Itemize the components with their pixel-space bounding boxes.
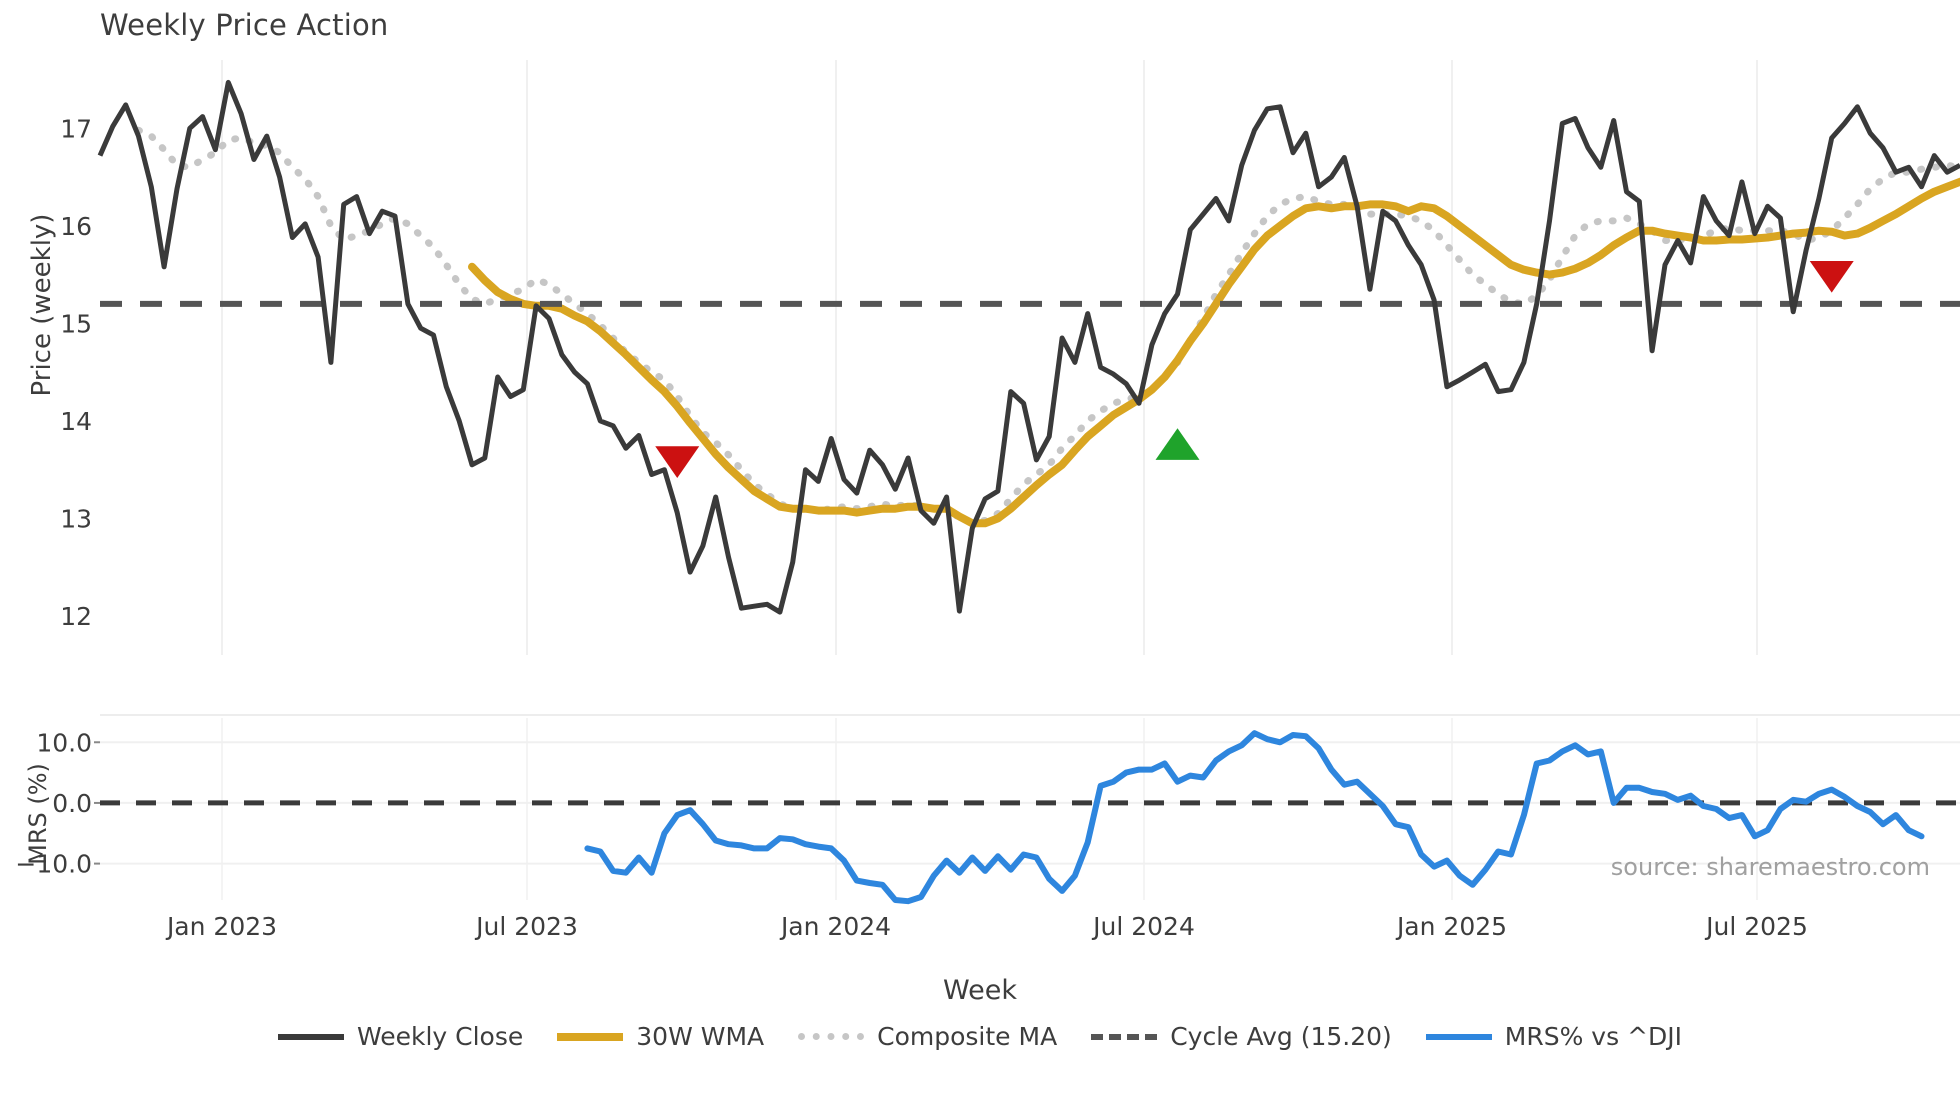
mrs-line bbox=[584, 730, 1925, 905]
x-tick-label: Jul 2024 bbox=[1091, 912, 1195, 941]
x-tick-label: Jan 2025 bbox=[1395, 912, 1507, 941]
price-y-tick-label: 12 bbox=[60, 602, 92, 631]
x-tick-label: Jan 2024 bbox=[779, 912, 891, 941]
legend-weekly-close[interactable]: Weekly Close bbox=[277, 1022, 524, 1051]
sell-signal-marker bbox=[1809, 260, 1854, 293]
legend-composite-ma-swatch-icon bbox=[798, 1033, 865, 1040]
legend-weekly-close-swatch-icon bbox=[277, 1033, 344, 1040]
price-y-tick-label: 15 bbox=[60, 309, 92, 338]
legend-30w-wma[interactable]: 30W WMA bbox=[557, 1022, 764, 1051]
chart-legend: Weekly Close 30W WMA Composite MA Cycle Avg… bbox=[0, 1022, 1960, 1051]
legend-cycle-avg[interactable]: Cycle Avg (15.20) bbox=[1091, 1022, 1392, 1051]
mrs-y-tick-label: 10.0 bbox=[36, 728, 92, 757]
legend-mrs-swatch-icon bbox=[1425, 1033, 1492, 1040]
price-y-tick-label: 16 bbox=[60, 212, 92, 241]
legend-weekly-close-label: Weekly Close bbox=[356, 1022, 524, 1051]
mrs-y-tick-label: 0.0 bbox=[52, 789, 92, 818]
legend-30w-wma-label: 30W WMA bbox=[636, 1022, 765, 1051]
x-axis-label: Week bbox=[943, 975, 1017, 1006]
weekly-close-line bbox=[97, 79, 1960, 615]
source-watermark: source: sharemaestro.com bbox=[1611, 853, 1930, 881]
legend-mrs[interactable]: MRS% vs ^DJI bbox=[1425, 1022, 1683, 1051]
x-tick-label: Jan 2023 bbox=[165, 912, 277, 941]
mrs-y-tick-label: −10.0 bbox=[15, 850, 92, 879]
price-y-tick-label: 17 bbox=[60, 114, 92, 143]
legend-composite-ma[interactable]: Composite MA bbox=[798, 1022, 1057, 1051]
legend-30w-wma-swatch-icon bbox=[557, 1032, 624, 1041]
sell-signal-marker bbox=[655, 446, 700, 478]
chart-title: Weekly Price Action bbox=[100, 8, 389, 42]
legend-cycle-avg-swatch-icon bbox=[1091, 1033, 1158, 1040]
legend-mrs-label: MRS% vs ^DJI bbox=[1504, 1022, 1683, 1051]
price-y-tick-label: 13 bbox=[60, 504, 92, 533]
wma-30w-line bbox=[468, 177, 1960, 528]
composite-ma-line bbox=[135, 126, 1960, 527]
buy-signal-marker bbox=[1155, 428, 1200, 460]
legend-composite-ma-label: Composite MA bbox=[877, 1022, 1058, 1051]
legend-cycle-avg-label: Cycle Avg (15.20) bbox=[1170, 1022, 1392, 1051]
x-tick-label: Jul 2023 bbox=[474, 912, 578, 941]
price-y-tick-label: 14 bbox=[60, 407, 92, 436]
x-tick-label: Jul 2025 bbox=[1704, 912, 1808, 941]
